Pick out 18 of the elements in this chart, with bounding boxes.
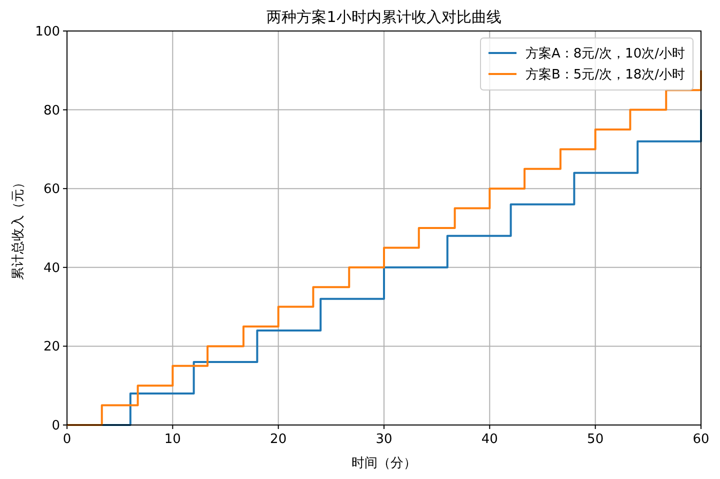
x-tick-label: 10 [164,432,181,447]
y-tick-label: 80 [43,103,60,118]
chart-title: 两种方案1小时内累计收入对比曲线 [266,8,502,26]
y-tick-label: 100 [35,24,60,40]
y-tick-label: 60 [43,182,60,198]
y-tick-label: 0 [52,418,60,434]
legend-label: 方案A：8元/次，10次/小时 [526,46,685,62]
x-tick-label: 0 [62,432,72,447]
x-tick-label: 60 [692,432,710,447]
y-axis-title: 累计总收入（元） [11,176,26,280]
y-tick-label: 20 [43,340,60,355]
legend-label: 方案B：5元/次，18次/小时 [526,66,685,82]
x-tick-label: 30 [376,432,392,447]
x-tick-label: 40 [481,432,498,447]
x-axis-title: 时间（分） [352,456,416,471]
x-tick-label: 20 [270,432,287,447]
x-tick-label: 50 [587,432,604,447]
y-tick-label: 40 [43,260,60,276]
